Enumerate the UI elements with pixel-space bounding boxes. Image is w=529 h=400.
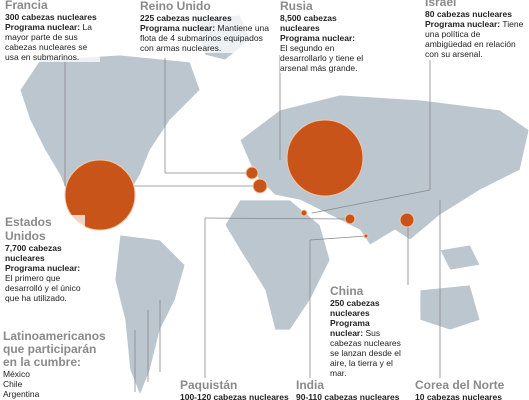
country-block: Paquistán 100-120 cabezas nucleares (180, 378, 300, 400)
country-name: China (330, 284, 364, 298)
program-description: Tiene una política de ambigüedad en rela… (425, 19, 524, 59)
program: Programa nuclear: Sus cabezas nucleares … (330, 318, 405, 378)
country-block: Corea del Norte 10 cabezas nucleares (415, 378, 529, 400)
country-name: Paquistán (180, 378, 238, 392)
country-block: Estados Unidos 7,700 cabezas nucleares Pro… (5, 215, 85, 303)
program-label: Programa nuclear: (140, 23, 216, 33)
country-name: Corea del Norte (415, 378, 505, 392)
program-label: Programa nuclear: (425, 19, 501, 29)
program-description: El primero que desarrolló y el único que… (5, 273, 81, 303)
latin-america-block: Latinoamericanos que participarán en la … (3, 330, 113, 399)
country-block: Reino Unido 225 cabezas nucleares Programa… (140, 0, 270, 53)
country-name: Israel (425, 0, 457, 9)
warhead-count: 250 cabezas nucleares (330, 298, 380, 318)
country-block: Francia 300 cabezas nucleares Programa nuc… (5, 0, 100, 62)
country-name: Estados Unidos (5, 215, 52, 243)
warhead-count: 8,500 cabezas nucleares (280, 13, 337, 33)
country-name: Francia (5, 0, 48, 12)
program-label: Programa nuclear: (5, 263, 81, 273)
warhead-count: 80 cabezas nucleares (425, 9, 512, 19)
country-block: Israel 80 cabezas nucleares Programa nucle… (425, 0, 525, 59)
program: Programa nuclear: La mayor parte de sus … (5, 22, 100, 62)
warhead-count: 7,700 cabezas nucleares (5, 243, 62, 263)
warhead-count: 300 cabezas nucleares (5, 12, 97, 22)
country-block: China 250 cabezas nucleares Programa nucle… (330, 284, 405, 378)
warhead-count: 100-120 cabezas nucleares (180, 392, 289, 400)
program: Programa nuclear: Tiene una política de … (425, 19, 525, 59)
warhead-count: 225 cabezas nucleares (140, 13, 232, 23)
latin-country: Chile (3, 379, 23, 389)
warhead-count: 90-110 cabezas nucleares (296, 392, 400, 400)
program: Programa nuclear: Mantiene una flota de … (140, 23, 270, 53)
country-name: Rusia (280, 0, 313, 13)
program-description: Sus cabezas nucleares se lanzan desde el… (330, 328, 401, 378)
country-block: Rusia 8,500 cabezas nucleares Programa nuc… (280, 0, 365, 73)
program: Programa nuclear: El segundo en desarrol… (280, 33, 365, 73)
program-description: La mayor parte de sus cabezas nucleares … (5, 22, 92, 62)
latin-country: México (3, 369, 30, 379)
program-label: Programa nuclear: (280, 33, 356, 43)
program-label: Programa nuclear: (330, 318, 370, 338)
program-label: Programa nuclear: (5, 22, 81, 32)
program-description: El segundo en desarrollarlo y tiene el a… (280, 43, 364, 73)
latin-america-title: Latinoamericanos que participarán en la … (3, 329, 106, 369)
country-name: Reino Unido (140, 0, 211, 13)
program-description: Mantiene una flota de 4 submarinos equip… (140, 23, 270, 53)
country-block: India 90-110 cabezas nucleares (296, 378, 416, 400)
country-name: India (296, 378, 325, 392)
program: Programa nuclear: El primero que desarro… (5, 263, 85, 303)
latin-country: Argentina (3, 389, 40, 399)
warhead-count: 10 cabezas nucleares (415, 392, 502, 400)
